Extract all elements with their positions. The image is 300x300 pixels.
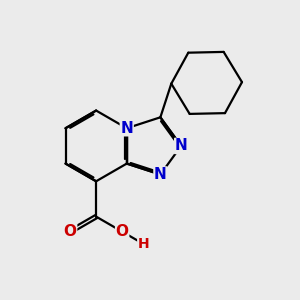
- Text: N: N: [154, 167, 167, 182]
- Text: O: O: [116, 224, 129, 239]
- Text: H: H: [138, 237, 149, 251]
- Text: N: N: [175, 138, 188, 153]
- Text: O: O: [64, 224, 76, 239]
- Text: N: N: [120, 121, 133, 136]
